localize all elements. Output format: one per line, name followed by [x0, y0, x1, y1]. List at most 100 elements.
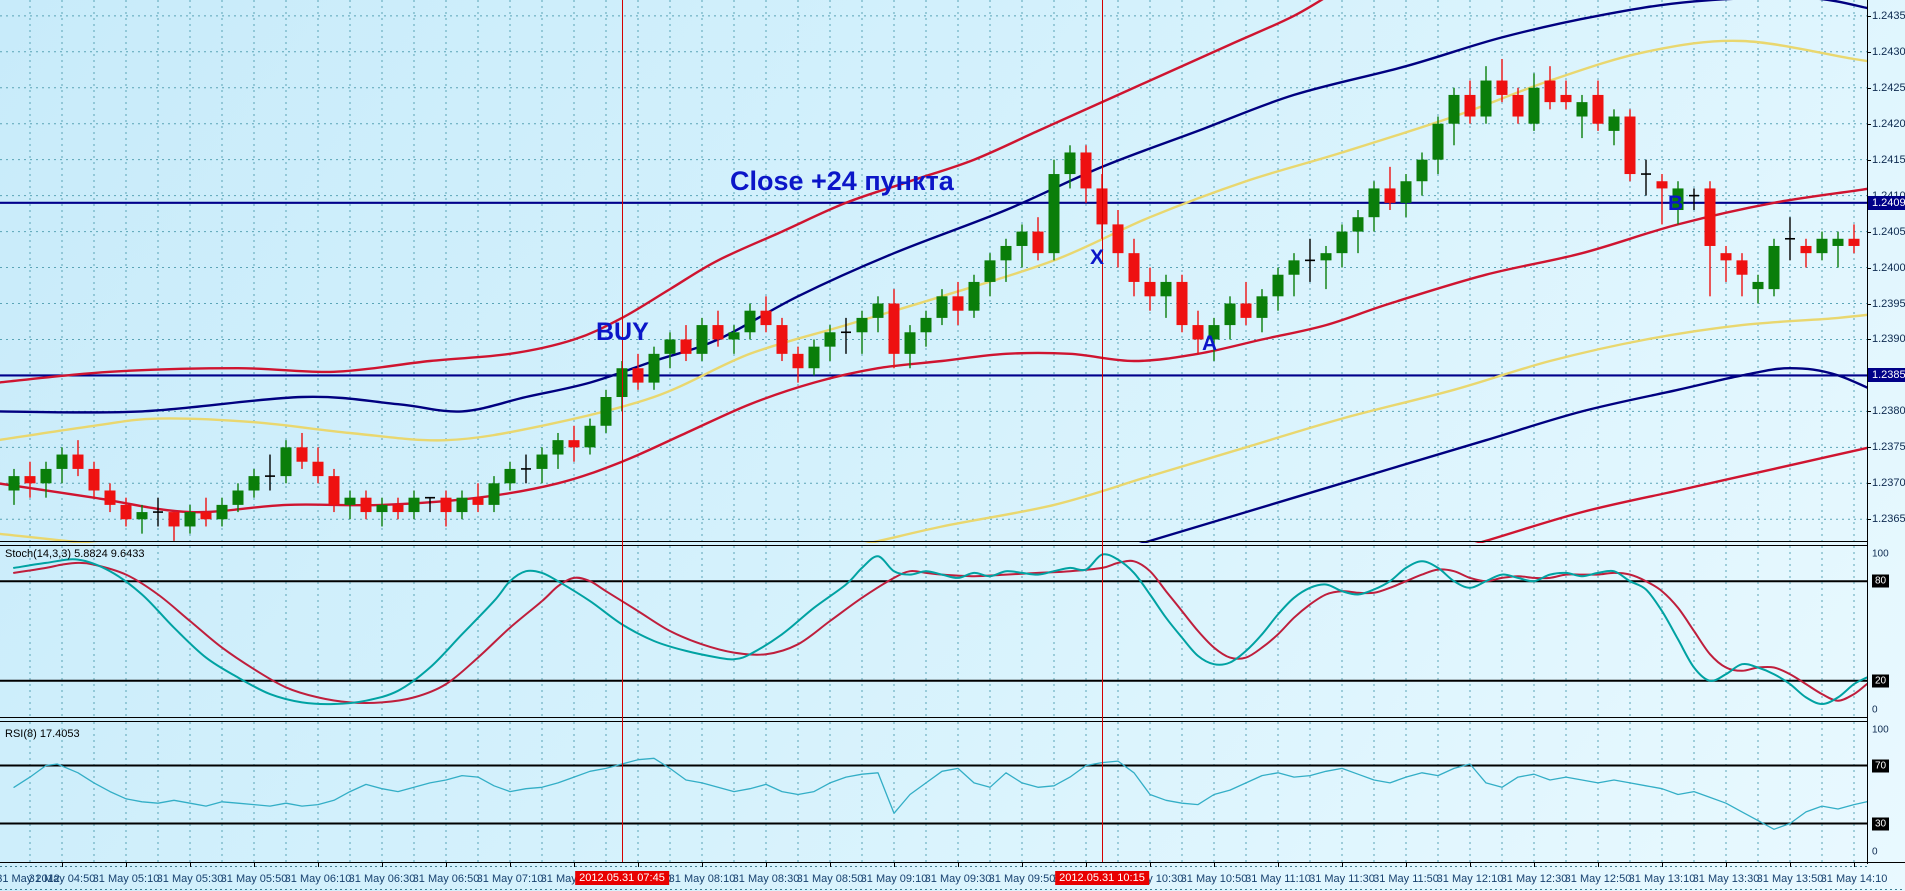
- time-tick-mark: [1214, 863, 1215, 867]
- time-tick-mark: [702, 863, 703, 867]
- vertical-time-line-2[interactable]: [1102, 0, 1103, 862]
- stochastic-panel[interactable]: [0, 546, 1868, 719]
- time-label: 31 May 06:10: [284, 873, 352, 885]
- time-label: 31 May 09:50: [988, 873, 1056, 885]
- time-label: 31 May 13:10: [1628, 873, 1696, 885]
- price-tick-mark: [1867, 159, 1871, 161]
- price-tick-mark: [1867, 15, 1871, 17]
- time-label: 31 May 10:50: [1180, 873, 1248, 885]
- main-chart-panel[interactable]: [0, 0, 1868, 543]
- stoch-level-label: 100: [1872, 548, 1889, 560]
- time-tick-mark: [254, 863, 255, 867]
- time-label: 31 May 12:50: [1564, 873, 1632, 885]
- price-tick-label: 1.2420: [1872, 117, 1905, 130]
- panel-separator-main-stoch[interactable]: [0, 541, 1868, 546]
- time-tick-mark: [1854, 863, 1855, 867]
- time-label: 31 May 05:50: [220, 873, 288, 885]
- time-label: 31 May 09:30: [924, 873, 992, 885]
- time-label: 31 May 09:10: [860, 873, 928, 885]
- stochastic-svg: [0, 546, 1868, 719]
- time-label: 31 May 11:10: [1245, 873, 1311, 885]
- time-label: 31 May 05:10: [92, 873, 160, 885]
- time-label-date: 31 May 2012: [0, 873, 60, 885]
- annotation-x-marker[interactable]: X: [1090, 246, 1105, 269]
- price-tick-label: 1.2370: [1872, 477, 1905, 490]
- time-label: 31 May 12:30: [1500, 873, 1568, 885]
- price-tick-mark: [1867, 411, 1871, 413]
- time-tick-mark: [766, 863, 767, 867]
- vertical-line-time-label-2: 2012.05.31 10:15: [1055, 871, 1149, 885]
- time-label: 31 May 05:30: [156, 873, 224, 885]
- time-label: 31 May 08:10: [668, 873, 736, 885]
- time-tick-mark: [1022, 863, 1023, 867]
- time-label: 31 May 13:50: [1756, 873, 1824, 885]
- price-tick-label: 1.2390: [1872, 333, 1905, 346]
- price-tick-mark: [1867, 231, 1871, 233]
- time-tick-mark: [1790, 863, 1791, 867]
- time-label: 31 May 08:50: [796, 873, 864, 885]
- time-label: 31 May 11:50: [1373, 873, 1439, 885]
- time-tick-mark: [1662, 863, 1663, 867]
- price-tick-mark: [1867, 339, 1871, 341]
- stoch-level-label: 20: [1872, 674, 1890, 688]
- annotation-a-marker[interactable]: A: [1202, 332, 1218, 355]
- rsi-line: [13, 757, 1868, 830]
- price-tick-mark: [1867, 87, 1871, 89]
- price-tick-mark: [1867, 51, 1871, 53]
- time-tick-mark: [1278, 863, 1279, 867]
- time-label: 31 May 04:50: [28, 873, 96, 885]
- time-tick-mark: [510, 863, 511, 867]
- upper-yellow-band: [0, 39, 1868, 442]
- time-tick-mark: [1406, 863, 1407, 867]
- time-tick-mark: [830, 863, 831, 867]
- time-tick-mark: [382, 863, 383, 867]
- time-tick-mark: [190, 863, 191, 867]
- lower-red-band: [1474, 446, 1868, 543]
- rsi-panel[interactable]: [0, 722, 1868, 862]
- price-tick-mark: [1867, 303, 1871, 305]
- time-axis-line: [0, 862, 1905, 863]
- time-label: 31 May 11:30: [1309, 873, 1375, 885]
- stoch-level-label: 0: [1872, 704, 1878, 716]
- time-tick-mark: [1150, 863, 1151, 867]
- lower-yellow-band: [0, 313, 1868, 543]
- time-tick-mark: [318, 863, 319, 867]
- upper-red-band: [0, 0, 1324, 384]
- time-tick-mark: [1534, 863, 1535, 867]
- price-tick-mark: [1867, 447, 1871, 449]
- price-tick-label: 1.2415: [1872, 153, 1905, 166]
- time-tick-mark: [1086, 863, 1087, 867]
- time-tick-mark: [958, 863, 959, 867]
- rsi-level-label: 0: [1872, 846, 1878, 858]
- rsi-level-label: 100: [1872, 724, 1889, 736]
- price-tick-label: 1.2435: [1872, 9, 1905, 22]
- annotation-close-note[interactable]: Close +24 пункта: [730, 166, 954, 196]
- time-label: 31 May 06:50: [412, 873, 480, 885]
- price-tick-label: 1.2375: [1872, 441, 1905, 454]
- rsi-svg: [0, 722, 1868, 862]
- price-tick-mark: [1867, 267, 1871, 269]
- annotation-buy-marker[interactable]: BUY: [596, 318, 649, 346]
- time-tick-mark: [638, 863, 639, 867]
- time-label: 31 May 08:30: [732, 873, 800, 885]
- vertical-line-time-label-1: 2012.05.31 07:45: [575, 871, 669, 885]
- price-tick-label: 1.2365: [1872, 513, 1905, 526]
- panel-separator-stoch-rsi[interactable]: [0, 717, 1868, 722]
- vertical-time-line-1[interactable]: [622, 0, 623, 862]
- highlighted-price-label: 1.2385: [1868, 368, 1905, 383]
- main-chart-svg: [0, 0, 1868, 543]
- time-tick-mark: [1342, 863, 1343, 867]
- rsi-level-label: 30: [1872, 817, 1890, 830]
- time-label: 31 May 07:10: [476, 873, 544, 885]
- annotation-b-marker[interactable]: B: [1668, 192, 1684, 215]
- time-label: 31 May 12:10: [1436, 873, 1504, 885]
- price-tick-mark: [1867, 123, 1871, 125]
- price-tick-label: 1.2425: [1872, 81, 1905, 94]
- stoch-signal-line: [13, 559, 1868, 704]
- stoch-level-label: 80: [1872, 574, 1890, 588]
- rsi-level-label: 70: [1872, 759, 1890, 772]
- price-tick-mark: [1867, 519, 1871, 521]
- upper-navy-band: [0, 0, 1868, 414]
- highlighted-price-label: 1.2409: [1868, 195, 1905, 210]
